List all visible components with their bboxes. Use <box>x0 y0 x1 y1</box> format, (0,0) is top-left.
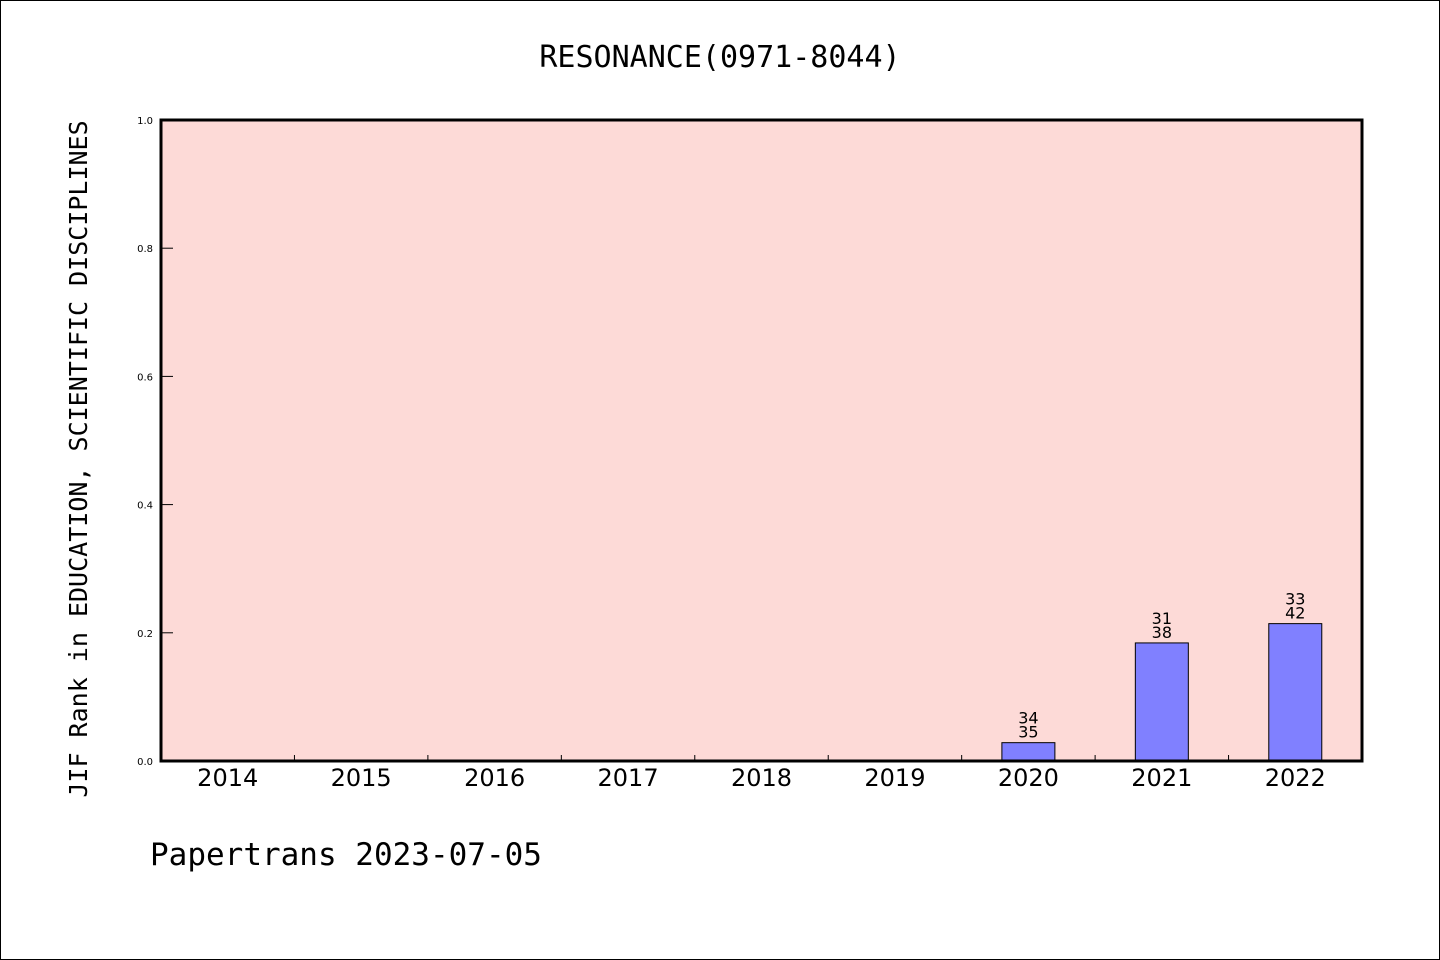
bar-2022 <box>1268 623 1323 762</box>
bar-2021 <box>1134 642 1189 762</box>
chart-title: RESONANCE(0971-8044) <box>539 40 900 75</box>
x-tick-label: 2022 <box>1265 764 1326 792</box>
y-tick-label: 0.8 <box>137 244 153 255</box>
bar-label-total: 35 <box>1018 723 1038 742</box>
bar-label-total: 42 <box>1285 604 1305 623</box>
x-tick-label: 2021 <box>1131 764 1192 792</box>
plot-frame <box>159 118 1364 763</box>
x-tick-label: 2018 <box>731 764 792 792</box>
x-tick-label: 2020 <box>998 764 1059 792</box>
bar-label-rank: 33 <box>1285 590 1305 609</box>
footer-source-date: Papertrans 2023-07-05 <box>150 837 542 873</box>
y-tick-label: 0.4 <box>137 501 153 512</box>
y-tick-label: 0.6 <box>137 372 153 383</box>
x-tick-label: 2015 <box>331 764 392 792</box>
bar-2020 <box>1001 742 1056 762</box>
x-tick-label: 2014 <box>197 764 258 792</box>
y-tick-label: 0.2 <box>137 629 153 640</box>
x-ticks: 2014 2015 2016 2017 2018 2019 2020 2021 2022 <box>197 755 1326 792</box>
x-tick-label: 2016 <box>464 764 525 792</box>
y-tick-label: 0.0 <box>137 757 153 768</box>
bar-label-rank: 34 <box>1018 709 1038 728</box>
bar-label-rank: 31 <box>1152 609 1172 628</box>
y-tick-label: 1.0 <box>137 116 153 127</box>
x-tick-label: 2017 <box>598 764 659 792</box>
y-axis-label: JIF Rank in EDUCATION, SCIENTIFIC DISCIP… <box>64 120 93 797</box>
bar-label-total: 38 <box>1152 623 1172 642</box>
x-tick-label: 2019 <box>864 764 925 792</box>
